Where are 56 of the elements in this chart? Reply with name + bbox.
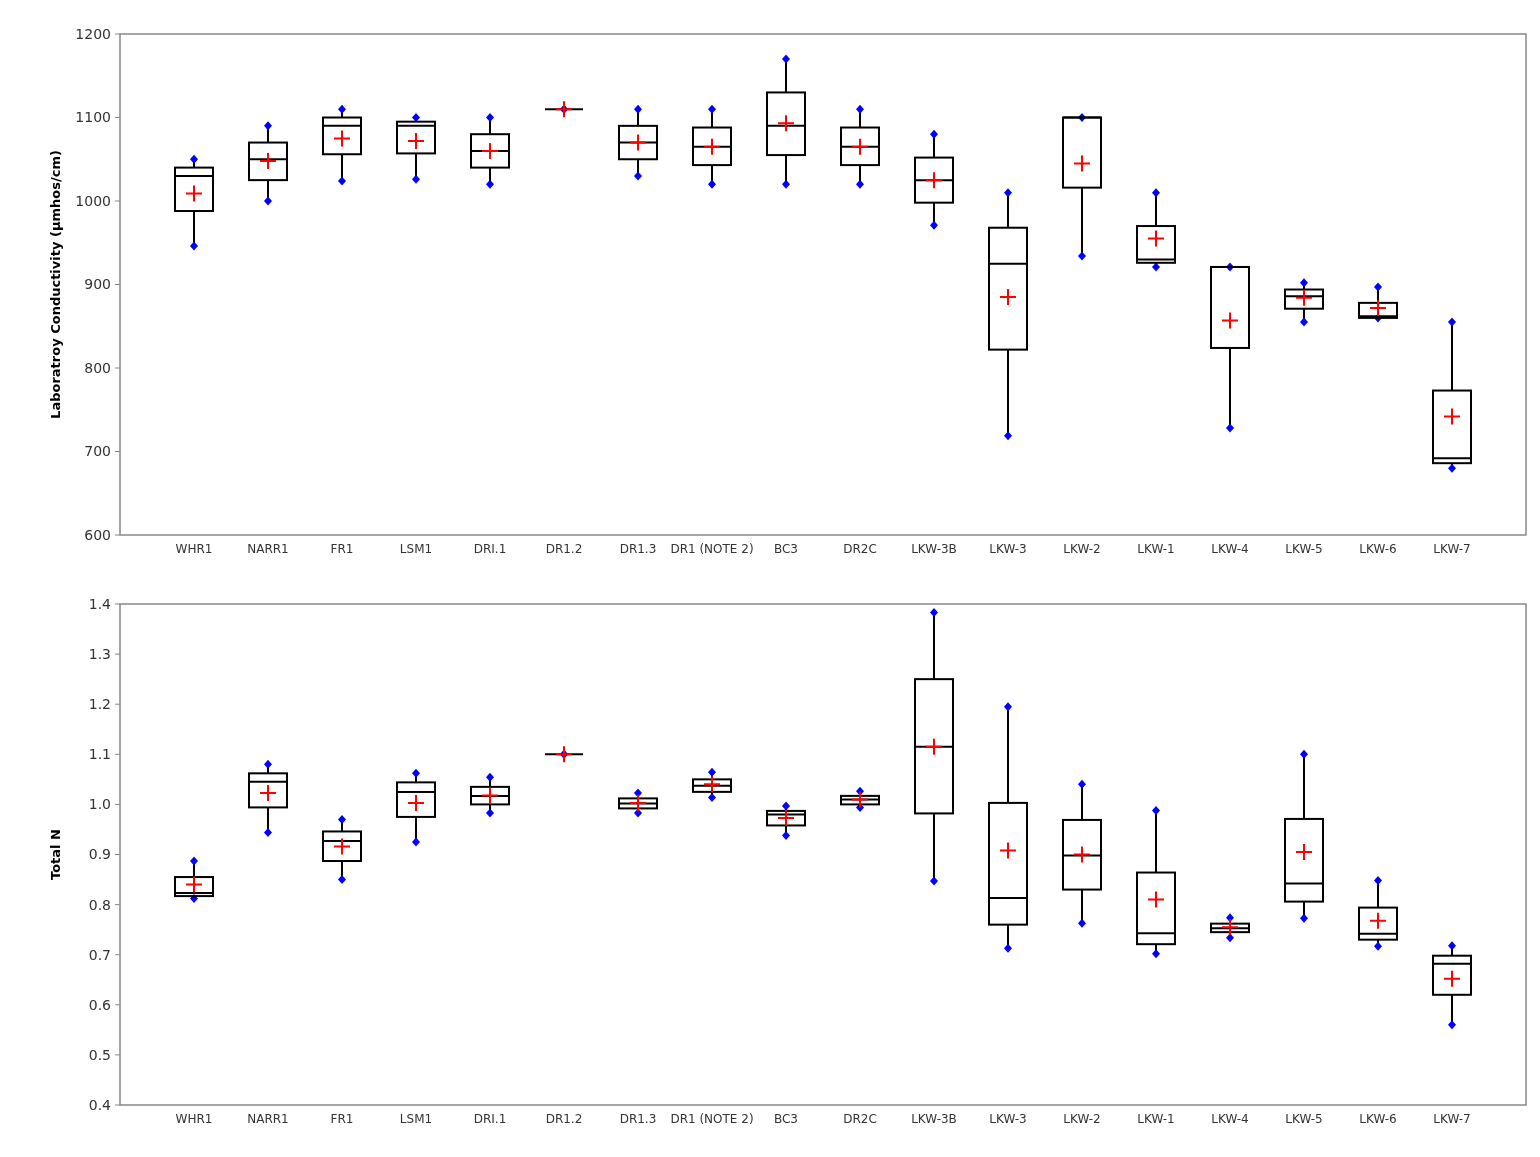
x-tick-label: DRI.1 (473, 1112, 507, 1126)
y-tick-label: 700 (84, 443, 111, 460)
x-tick-label: DR1.3 (619, 1112, 657, 1126)
x-tick-label: BC3 (773, 542, 799, 556)
x-tick-label: LKW-6 (1359, 1112, 1397, 1126)
y-tick-label: 1000 (75, 192, 111, 209)
x-tick-label: LKW-7 (1433, 542, 1471, 556)
x-tick-label: DR1 (NOTE 2) (670, 1112, 754, 1126)
x-tick-label: LKW-2 (1063, 1112, 1101, 1126)
x-tick-label: LKW-3 (989, 1112, 1027, 1126)
y-tick-label: 0.8 (88, 896, 111, 913)
y-tick-label: 1.4 (88, 595, 112, 612)
x-tick-label: WHR1 (175, 542, 213, 556)
y-tick-label: 1100 (75, 109, 111, 126)
y-tick-label: 1.2 (88, 696, 111, 713)
x-tick-label: LKW-1 (1137, 1112, 1175, 1126)
x-tick-label: LSM1 (399, 1112, 433, 1126)
x-tick-label: FR1 (330, 1112, 354, 1126)
x-tick-label: LKW-4 (1211, 542, 1249, 556)
x-tick-label: DR1 (NOTE 2) (670, 542, 754, 556)
x-tick-label: DRI.1 (473, 542, 507, 556)
y-tick-label: 1.0 (88, 796, 111, 813)
y-tick-label: 0.4 (88, 1096, 112, 1113)
x-tick-label: DR1.3 (619, 542, 657, 556)
y-tick-label: 800 (84, 359, 111, 376)
y-tick-label: 1200 (75, 25, 111, 42)
x-tick-label: LKW-5 (1285, 1112, 1323, 1126)
x-tick-label: BC3 (773, 1112, 799, 1126)
x-tick-label: DR1.2 (545, 1112, 583, 1126)
x-tick-label: LKW-5 (1285, 542, 1323, 556)
x-tick-label: LKW-6 (1359, 542, 1397, 556)
x-tick-label: NARR1 (247, 1112, 289, 1126)
y-tick-label: 0.7 (88, 946, 111, 963)
x-tick-label: FR1 (330, 542, 354, 556)
x-tick-label: LKW-3 (989, 542, 1027, 556)
x-tick-label: LKW-7 (1433, 1112, 1471, 1126)
x-tick-label: DR2C (843, 1112, 877, 1126)
x-tick-label: LKW-2 (1063, 542, 1101, 556)
x-tick-label: NARR1 (247, 542, 289, 556)
x-tick-label: WHR1 (175, 1112, 213, 1126)
y-tick-label: 1.3 (88, 646, 111, 662)
x-tick-label: LSM1 (399, 542, 433, 556)
x-tick-label: LKW-3B (911, 542, 957, 556)
y-tick-label: 1.1 (88, 746, 111, 763)
y-tick-label: 900 (84, 276, 111, 293)
x-tick-label: LKW-1 (1137, 542, 1175, 556)
y-axis-title: Laboratroy Conductivity (µmhos/cm) (48, 150, 63, 419)
y-tick-label: 0.6 (88, 996, 112, 1013)
x-tick-label: DR2C (843, 542, 877, 556)
y-tick-label: 0.5 (88, 1046, 111, 1063)
x-tick-label: DR1.2 (545, 542, 583, 556)
x-tick-label: LKW-3B (911, 1112, 957, 1126)
y-tick-label: 600 (84, 526, 111, 543)
x-tick-label: LKW-4 (1211, 1112, 1249, 1126)
y-axis-title: Total N (48, 829, 63, 880)
y-tick-label: 0.9 (88, 846, 111, 863)
